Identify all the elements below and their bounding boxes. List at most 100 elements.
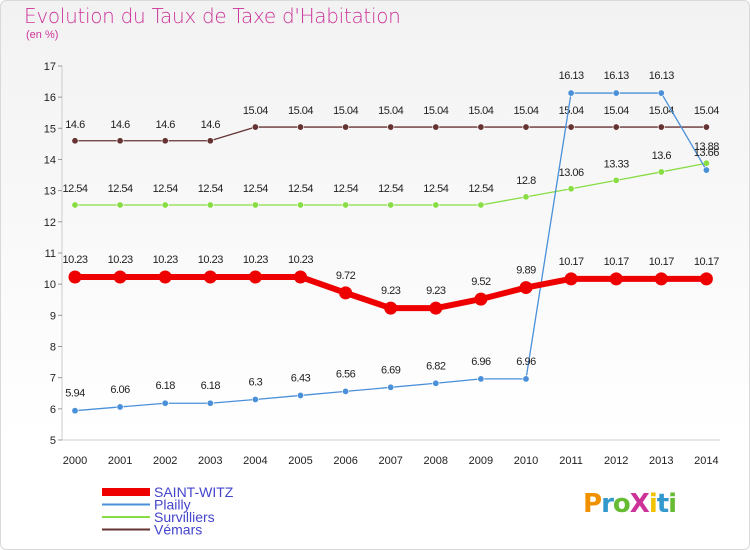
data-point: [248, 270, 262, 284]
data-label: 6.96: [471, 356, 491, 368]
data-point: [567, 89, 575, 97]
data-label: 9.23: [426, 285, 446, 297]
data-point: [657, 168, 665, 176]
data-label: 12.54: [62, 183, 87, 195]
x-tick-label: 2013: [649, 455, 673, 467]
data-label: 13.33: [604, 158, 629, 170]
y-tick-label: 11: [45, 248, 56, 260]
data-label: 15.04: [378, 105, 403, 117]
data-label: 12.54: [423, 183, 448, 195]
data-point: [387, 201, 395, 209]
x-tick-label: 2002: [153, 455, 177, 467]
data-point: [161, 137, 169, 145]
data-point: [251, 123, 259, 131]
y-tick-label: 9: [50, 310, 56, 322]
x-tick-label: 2014: [694, 455, 718, 467]
y-tick-label: 8: [50, 341, 56, 353]
data-point: [116, 403, 124, 411]
data-label: 16.13: [559, 70, 584, 82]
data-point: [294, 270, 307, 284]
data-point: [71, 407, 79, 415]
data-label: 10.17: [559, 256, 584, 268]
legend-label: SAINT-WITZ: [154, 484, 234, 500]
data-point: [702, 166, 710, 174]
data-label: 10.23: [153, 254, 178, 266]
data-label: 5.94: [65, 388, 85, 400]
data-point: [432, 201, 440, 209]
data-point: [567, 185, 575, 193]
data-point: [657, 89, 665, 97]
data-label: 6.06: [110, 384, 130, 396]
data-point: [71, 137, 79, 145]
data-label: 9.72: [336, 270, 356, 282]
data-label: 16.13: [604, 70, 629, 82]
data-label: 10.23: [62, 254, 87, 266]
x-tick-label: 2008: [424, 455, 448, 467]
data-point: [68, 270, 82, 284]
data-label: 6.3: [249, 376, 263, 388]
data-point: [206, 201, 214, 209]
data-point: [296, 201, 304, 209]
x-tick-label: 2007: [378, 455, 402, 467]
data-label: 15.04: [243, 105, 268, 117]
data-label: 6.18: [155, 380, 175, 392]
data-point: [522, 375, 530, 383]
y-tick-label: 16: [44, 92, 56, 104]
data-label: 13.06: [559, 167, 584, 179]
data-point: [387, 123, 395, 131]
legend-label: Survilliers: [154, 509, 215, 525]
data-label: 12.54: [243, 183, 268, 195]
data-label: 15.04: [604, 105, 629, 117]
data-label: 15.04: [333, 105, 358, 117]
data-label: 15.04: [694, 105, 719, 117]
data-point: [296, 123, 304, 131]
data-point: [432, 123, 440, 131]
data-label: 15.04: [559, 105, 584, 117]
y-tick-label: 6: [50, 404, 56, 416]
x-tick-label: 2003: [198, 455, 222, 467]
data-point: [206, 399, 214, 407]
data-label: 12.8: [516, 175, 536, 187]
data-label: 14.6: [110, 119, 130, 131]
y-tick-label: 7: [50, 373, 56, 385]
data-point: [342, 201, 350, 209]
data-point: [113, 270, 127, 284]
data-label: 6.56: [336, 368, 356, 380]
data-point: [567, 123, 575, 131]
data-label: 6.43: [291, 372, 311, 384]
data-point: [612, 89, 620, 97]
data-point: [612, 176, 620, 184]
data-point: [158, 270, 172, 284]
data-point: [699, 272, 713, 286]
x-tick-label: 2011: [559, 455, 583, 467]
data-point: [609, 272, 623, 286]
x-tick-label: 2004: [243, 455, 267, 467]
data-point: [564, 272, 578, 286]
data-point: [657, 123, 665, 131]
data-label: 10.23: [198, 254, 223, 266]
data-label: 15.04: [513, 105, 538, 117]
data-label: 12.54: [153, 183, 178, 195]
data-label: 13.6: [652, 150, 672, 162]
x-tick-label: 2012: [604, 455, 628, 467]
data-label: 15.04: [649, 105, 674, 117]
data-point: [339, 286, 353, 300]
data-label: 10.17: [694, 256, 719, 268]
data-point: [161, 399, 169, 407]
unit-label: (en %): [26, 29, 59, 41]
data-label: 14.6: [155, 119, 175, 131]
data-point: [342, 123, 350, 131]
data-point: [477, 375, 485, 383]
y-tick-label: 17: [44, 61, 56, 73]
data-point: [702, 159, 710, 167]
data-label: 15.04: [468, 105, 493, 117]
x-tick-label: 2009: [469, 455, 493, 467]
data-point: [251, 395, 259, 403]
data-point: [296, 391, 304, 399]
data-point: [384, 301, 398, 315]
data-point: [251, 201, 259, 209]
data-label: 12.54: [198, 183, 223, 195]
data-label: 16.13: [649, 70, 674, 82]
y-tick-label: 5: [50, 435, 56, 447]
data-point: [522, 123, 530, 131]
